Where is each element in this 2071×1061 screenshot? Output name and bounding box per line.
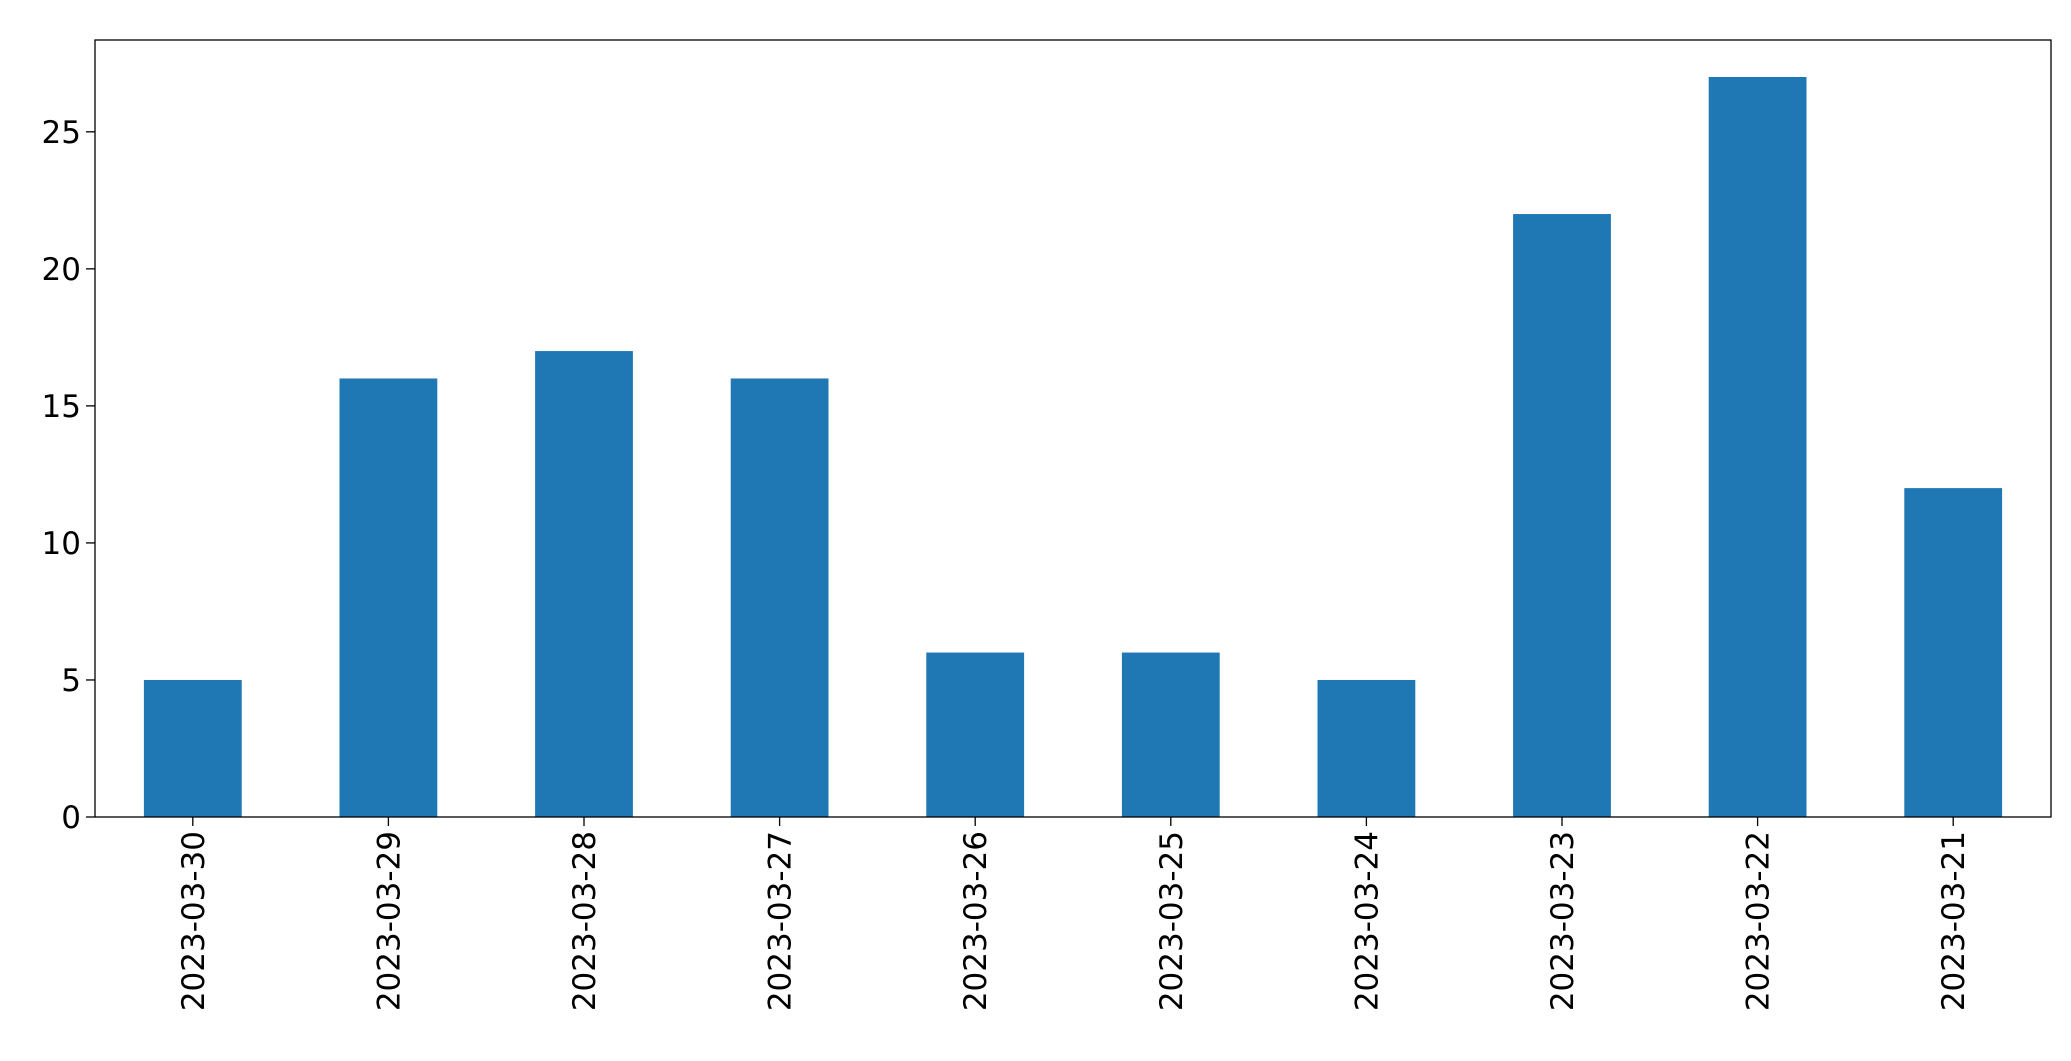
x-tick-label: 2023-03-21 (1936, 831, 1972, 1011)
bar (1904, 488, 2003, 817)
y-tick-label: 20 (42, 252, 81, 288)
y-tick-label: 15 (42, 389, 81, 425)
bar (1708, 77, 1807, 817)
y-tick-label: 0 (61, 800, 81, 836)
x-tick-label: 2023-03-28 (567, 831, 603, 1011)
bar (535, 351, 633, 817)
x-tick-label: 2023-03-24 (1349, 831, 1385, 1011)
plot-frame (94, 39, 2052, 818)
bar (1317, 679, 1416, 817)
x-tick-label: 2023-03-22 (1741, 831, 1777, 1011)
y-tick-label: 5 (61, 663, 81, 699)
y-tick-label: 10 (42, 526, 81, 562)
bar (143, 679, 242, 817)
x-tick-label: 2023-03-29 (371, 831, 407, 1011)
bar (1513, 214, 1611, 817)
y-tick-label: 25 (42, 115, 81, 151)
x-tick-label: 2023-03-27 (763, 831, 799, 1011)
x-tick-label: 2023-03-23 (1545, 831, 1581, 1011)
bar (1121, 652, 1220, 817)
x-tick-label: 2023-03-30 (176, 831, 212, 1011)
bar (339, 378, 438, 817)
x-tick-label: 2023-03-26 (958, 831, 994, 1011)
bar (730, 378, 829, 817)
x-tick-label: 2023-03-25 (1154, 831, 1190, 1011)
bar (926, 652, 1025, 817)
